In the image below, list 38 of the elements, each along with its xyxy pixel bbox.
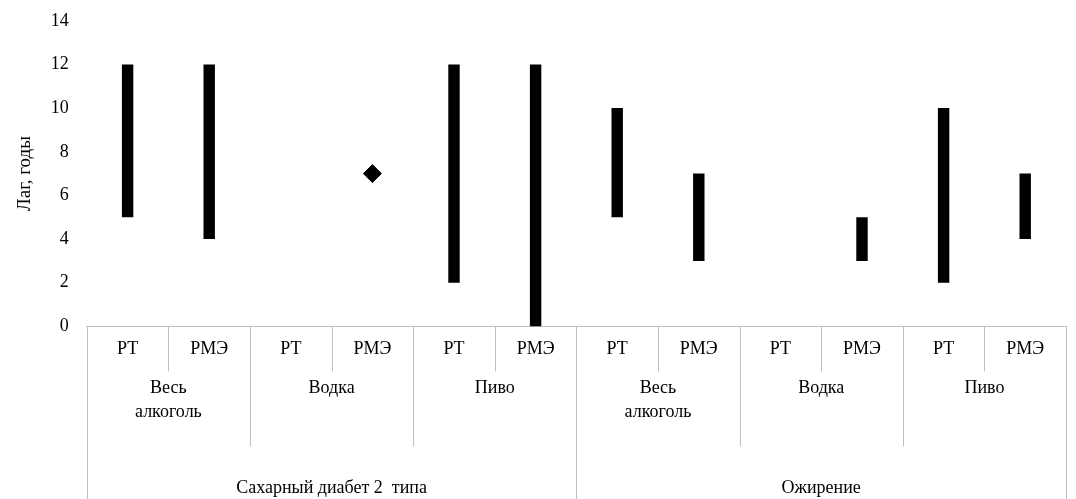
text: Сахарный диабет 2 типа <box>236 476 427 497</box>
bar <box>529 64 542 327</box>
x-tick-label: РМЭ <box>843 337 882 358</box>
y-tick-label: 2 <box>59 271 69 292</box>
x-tick-label: РТ <box>443 337 465 358</box>
text: Пиво <box>474 377 515 398</box>
bar <box>693 173 705 261</box>
x-tick-label: РТ <box>606 337 628 358</box>
x-tick-label: РТ <box>116 337 139 358</box>
text: Пиво <box>964 377 1005 398</box>
x-tick-label: РМЭ <box>1006 337 1045 358</box>
text: Водка <box>308 377 355 398</box>
x-tick-label: РМЭ <box>353 337 392 358</box>
y-tick-label: 8 <box>59 140 69 161</box>
x-tick-label: РМЭ <box>190 337 229 358</box>
bar <box>611 108 623 218</box>
text: Весь алкоголь <box>134 377 202 422</box>
x-tick-label: РТ <box>280 337 302 358</box>
y-axis-title: Лаг, годы <box>13 135 35 212</box>
y-tick-label: 0 <box>59 315 69 336</box>
bar <box>448 64 460 283</box>
bar <box>121 64 134 218</box>
x-tick-label: РТ <box>932 337 955 358</box>
x-tick-label: РТ <box>769 337 792 358</box>
text: Ожирение <box>781 476 861 497</box>
text: Водка <box>798 377 845 398</box>
y-tick-label: 4 <box>59 227 69 248</box>
y-tick-label: 6 <box>59 184 69 205</box>
bar <box>1019 173 1031 240</box>
y-tick-label: 10 <box>50 96 69 117</box>
x-tick-label: РМЭ <box>679 337 718 358</box>
y-tick-label: 14 <box>50 9 69 30</box>
bar <box>937 108 950 283</box>
y-tick-label: 12 <box>50 53 69 74</box>
text: Весь алкоголь <box>624 377 692 422</box>
bar <box>856 217 868 261</box>
bar <box>203 64 215 240</box>
x-tick-label: РМЭ <box>516 337 555 358</box>
